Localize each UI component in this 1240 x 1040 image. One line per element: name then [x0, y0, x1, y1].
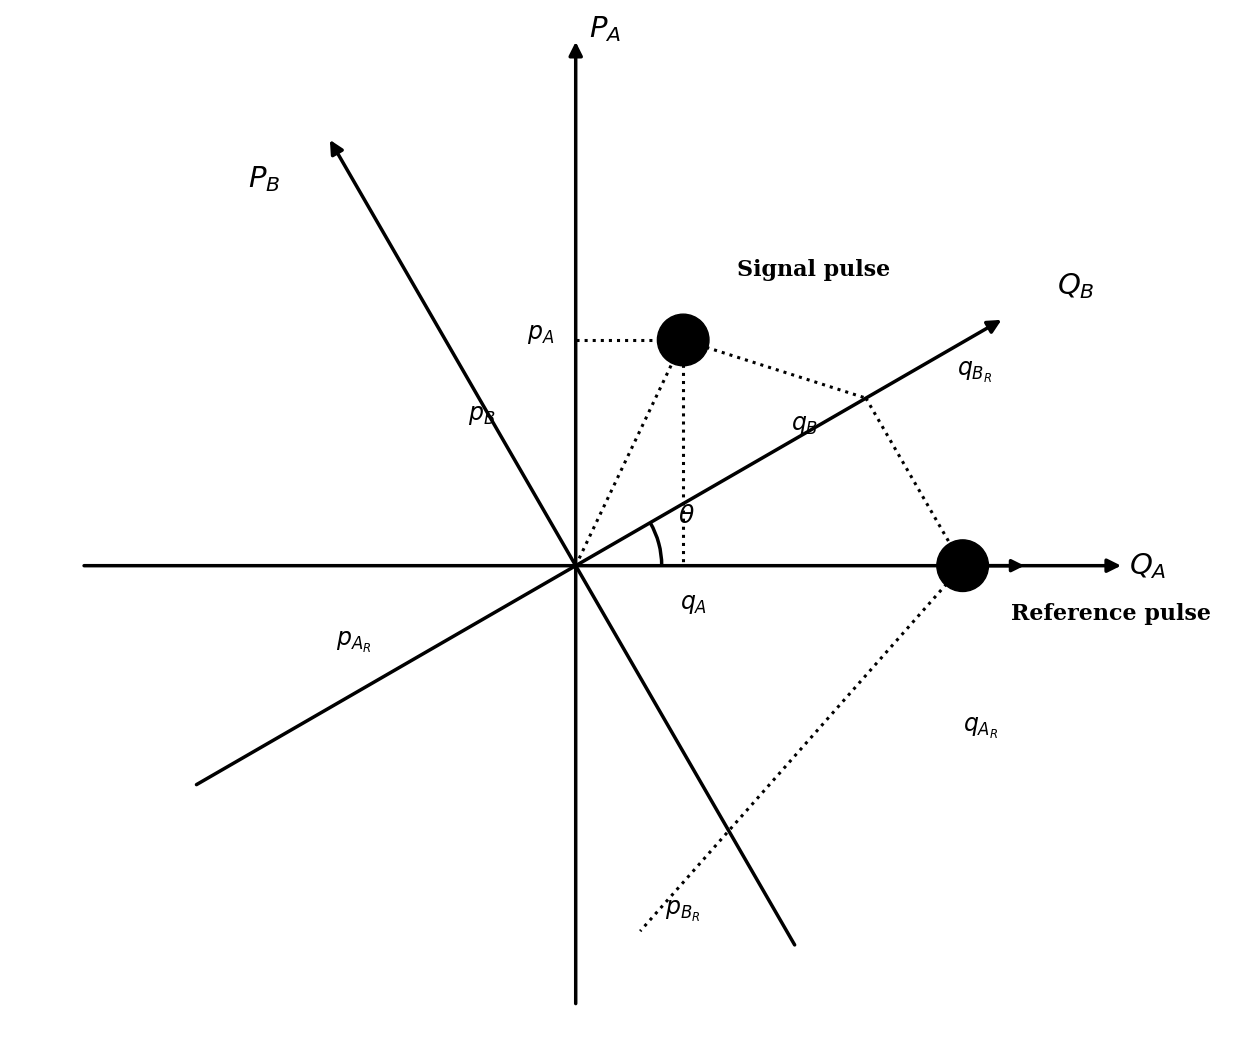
Text: $q_{B_R}$: $q_{B_R}$ [957, 360, 992, 385]
Text: $\theta$: $\theta$ [678, 505, 694, 528]
Text: $p_{B_R}$: $p_{B_R}$ [666, 899, 701, 924]
Text: Signal pulse: Signal pulse [737, 259, 890, 281]
Text: $p_B$: $p_B$ [467, 404, 495, 426]
Text: $P_B$: $P_B$ [248, 164, 280, 193]
Text: $q_A$: $q_A$ [681, 593, 708, 616]
Circle shape [657, 314, 709, 366]
Text: $p_A$: $p_A$ [527, 323, 554, 346]
Text: $P_A$: $P_A$ [589, 15, 621, 45]
Text: $Q_A$: $Q_A$ [1130, 551, 1167, 580]
Text: $p_{A_R}$: $p_{A_R}$ [336, 630, 372, 655]
Text: $Q_B$: $Q_B$ [1056, 271, 1095, 302]
Text: $q_{A_R}$: $q_{A_R}$ [962, 717, 998, 742]
Text: Reference pulse: Reference pulse [1011, 603, 1211, 625]
Text: $q_B$: $q_B$ [791, 415, 818, 438]
Circle shape [937, 540, 988, 592]
